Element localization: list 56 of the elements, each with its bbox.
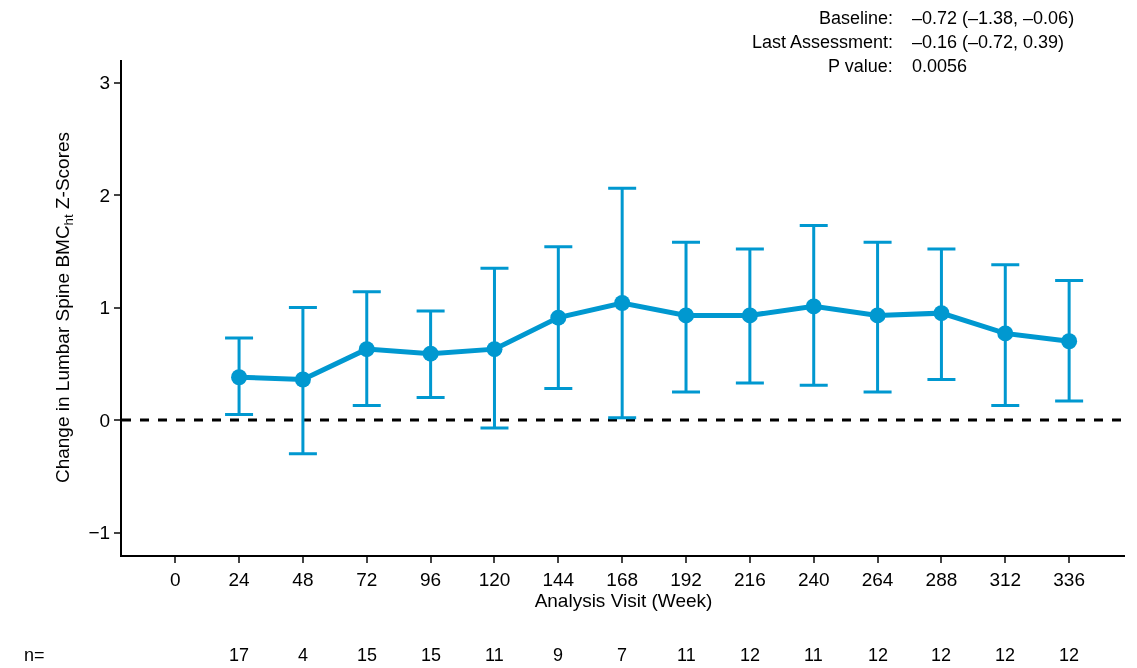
- point: [550, 309, 567, 326]
- y-tick-label: −1: [88, 522, 111, 544]
- text: 11: [804, 645, 823, 665]
- text: 12: [740, 645, 761, 665]
- x-tick-label: 0: [169, 568, 181, 590]
- text: 12: [868, 645, 889, 665]
- text: 15: [421, 645, 442, 665]
- x-tick-label: 336: [1053, 568, 1085, 590]
- text: n=: [24, 645, 45, 665]
- point: [678, 307, 695, 324]
- x-tick-label: 264: [861, 568, 894, 590]
- annotation: P value:: [828, 56, 893, 76]
- text: 11: [677, 645, 696, 665]
- point: [614, 295, 631, 311]
- text: Last Assessment:: [752, 32, 894, 52]
- text: 15: [357, 645, 378, 665]
- x-tick-label: 24: [228, 568, 251, 590]
- point: [1061, 333, 1078, 350]
- x-tick-label: 240: [797, 568, 830, 590]
- x-tick-label: 168: [606, 568, 639, 590]
- text: 17: [229, 645, 250, 665]
- text: –0.72 (–1.38, –0.06): [912, 8, 1075, 28]
- point: [997, 325, 1014, 342]
- x-tick-label: 192: [670, 568, 702, 590]
- text: 11: [485, 645, 504, 665]
- text: –0.16 (–0.72, 0.39): [912, 32, 1065, 52]
- x-tick-label: 72: [356, 568, 378, 590]
- point: [486, 341, 503, 358]
- text: 12: [931, 645, 952, 665]
- text: 12: [1059, 645, 1080, 665]
- text: 12: [995, 645, 1016, 665]
- x-tick-label: 288: [925, 568, 958, 590]
- y-tick-label: 0: [99, 409, 111, 431]
- point: [933, 305, 950, 322]
- y-tick-label: 2: [99, 184, 111, 206]
- x-tick-label: 48: [292, 568, 314, 590]
- text: 9: [553, 645, 564, 665]
- point: [422, 345, 439, 362]
- text: 4: [298, 645, 309, 665]
- x-tick-label: 96: [420, 568, 442, 590]
- y-tick-label: 3: [99, 72, 111, 94]
- x-tick-label: 120: [478, 568, 511, 590]
- annotation: 0.0056: [912, 56, 968, 76]
- text: Baseline:: [819, 8, 894, 28]
- text: 7: [617, 645, 628, 665]
- point: [231, 369, 248, 386]
- x-axis-title: Analysis Visit (Week): [534, 589, 713, 611]
- point: [869, 307, 886, 324]
- x-tick-label: 144: [542, 568, 575, 590]
- point: [741, 307, 758, 324]
- x-tick-label: 312: [989, 568, 1022, 590]
- point: [805, 298, 822, 315]
- point: [358, 341, 375, 358]
- x-tick-label: 216: [734, 568, 766, 590]
- point: [294, 371, 311, 388]
- y-tick-label: 1: [99, 297, 111, 319]
